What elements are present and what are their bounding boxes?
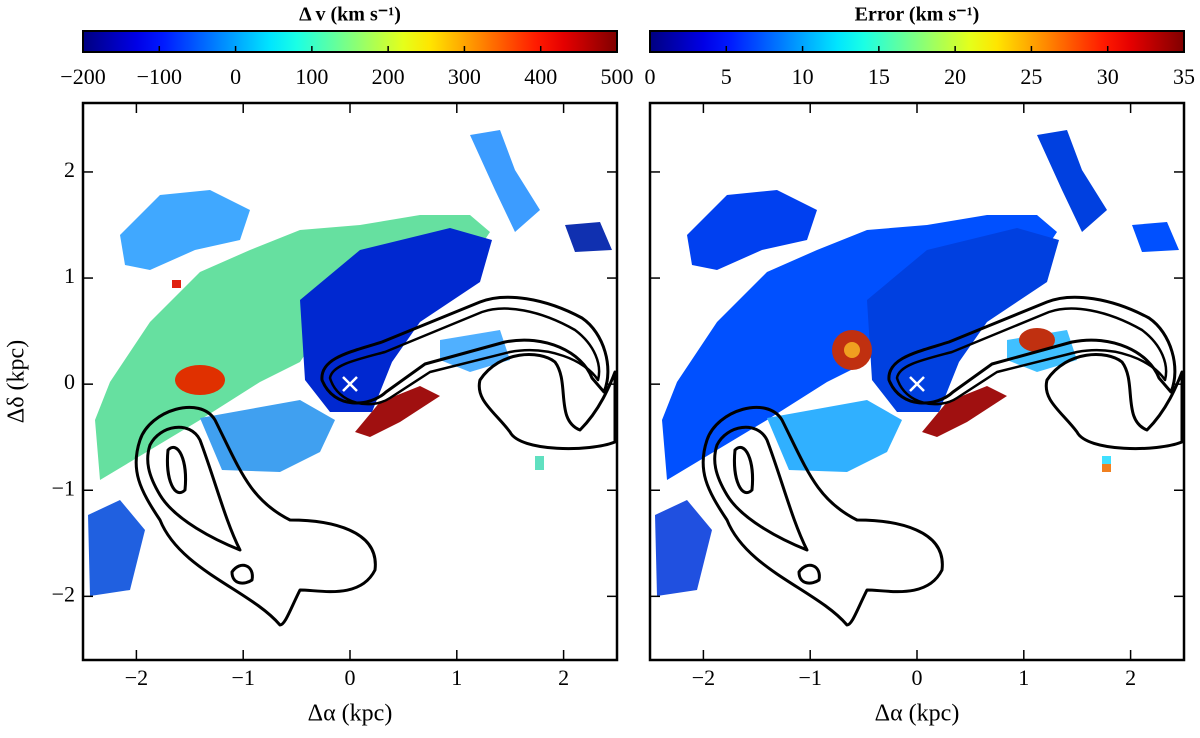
- y-tick-label: 1: [64, 263, 75, 288]
- colorbar-tick-label: 200: [372, 64, 405, 89]
- map-right: [655, 130, 1184, 627]
- x-axis-label: Δα (kpc): [875, 701, 960, 727]
- y-tick-label: 0: [64, 369, 75, 394]
- colorbar: [649, 30, 1185, 53]
- colorbar-label: Δ v (km s⁻¹): [299, 4, 401, 26]
- colorbar-tick-label: −200: [60, 64, 105, 89]
- x-tick-label: −1: [231, 665, 254, 690]
- colorbar-tick-label: 20: [944, 64, 966, 89]
- y-tick-label: −1: [52, 475, 75, 500]
- x-axis-label: Δα (kpc): [308, 701, 393, 727]
- colorbar-tick-label: 10: [792, 64, 814, 89]
- colorbar-label: Error (km s⁻¹): [855, 4, 980, 26]
- colorbar-tick-label: 0: [645, 64, 656, 89]
- colorbar-tick-label: −100: [137, 64, 182, 89]
- x-tick-label: −2: [125, 665, 148, 690]
- x-tick-label: 2: [1125, 665, 1136, 690]
- center-marker: [342, 376, 925, 392]
- colorbar-tick-label: 30: [1097, 64, 1119, 89]
- colorbar-tick-label: 400: [524, 64, 557, 89]
- colorbar-tick-label: 100: [295, 64, 328, 89]
- x-tick-label: 0: [345, 665, 356, 690]
- colorbar: [82, 30, 618, 53]
- colorbar-tick-label: 300: [448, 64, 481, 89]
- colorbar-tick-label: 35: [1173, 64, 1195, 89]
- colorbar-tick-label: 0: [230, 64, 241, 89]
- map-left: [88, 130, 617, 627]
- x-tick-label: 1: [451, 665, 462, 690]
- y-axis-label: Δδ (kpc): [4, 340, 30, 423]
- x-tick-label: −2: [692, 665, 715, 690]
- x-tick-label: 0: [912, 665, 923, 690]
- y-tick-label: 2: [64, 157, 75, 182]
- x-tick-label: 2: [558, 665, 569, 690]
- x-tick-label: 1: [1018, 665, 1029, 690]
- y-tick-label: −2: [52, 581, 75, 606]
- colorbar-tick-label: 25: [1020, 64, 1042, 89]
- colorbar-tick-label: 500: [601, 64, 634, 89]
- x-tick-label: −1: [798, 665, 821, 690]
- colorbar-tick-label: 5: [721, 64, 732, 89]
- colorbar-tick-label: 15: [868, 64, 890, 89]
